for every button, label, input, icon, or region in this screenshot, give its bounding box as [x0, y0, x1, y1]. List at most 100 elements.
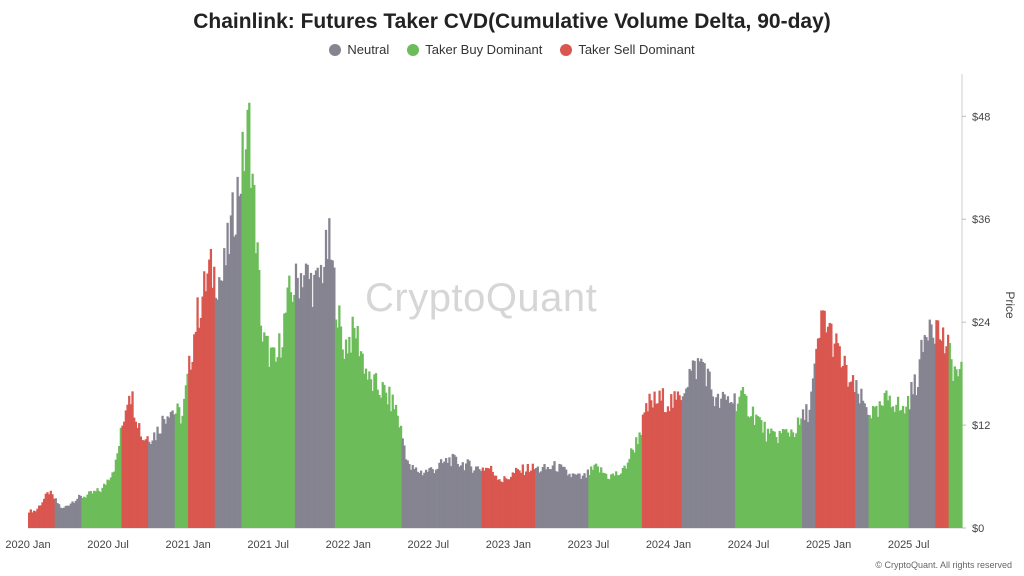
- price-bar-buy: [364, 368, 368, 528]
- price-bar-buy: [786, 432, 790, 528]
- price-bar-neutral: [566, 475, 569, 528]
- price-bar-neutral: [444, 458, 448, 528]
- legend-label-neutral: Neutral: [347, 42, 390, 57]
- price-bar-sell: [204, 291, 208, 528]
- price-bar-sell: [503, 476, 506, 528]
- price-bar-neutral: [418, 472, 421, 528]
- x-tick-label: 2025 Jul: [888, 539, 930, 551]
- legend-item-taker-sell[interactable]: Taker Sell Dominant: [560, 42, 695, 57]
- price-bar-neutral: [411, 464, 414, 528]
- price-bar-neutral: [693, 360, 696, 528]
- price-bar-sell: [146, 436, 149, 528]
- price-bar-neutral: [723, 394, 726, 528]
- price-bar-neutral: [231, 192, 234, 528]
- price-bar-buy: [631, 449, 635, 528]
- price-bar-buy: [341, 349, 344, 528]
- price-bar-sell: [656, 403, 660, 528]
- price-bar-neutral: [308, 279, 311, 528]
- price-bar-sell: [671, 407, 675, 528]
- price-bar-neutral: [583, 473, 586, 528]
- price-bar-buy: [871, 405, 875, 528]
- price-bar-sell: [660, 400, 663, 528]
- price-bar-buy: [286, 287, 289, 528]
- price-bar-buy: [253, 184, 256, 528]
- price-bar-buy: [776, 443, 780, 528]
- price-bar-sell: [29, 509, 32, 528]
- price-bar-neutral: [718, 407, 721, 528]
- price-bar-buy: [254, 253, 258, 528]
- price-bar-neutral: [423, 472, 426, 528]
- price-bar-neutral: [911, 394, 915, 528]
- price-bar-neutral: [236, 176, 239, 528]
- price-bar-buy: [610, 474, 613, 528]
- price-bar-buy: [906, 395, 910, 528]
- price-bar-neutral: [683, 393, 686, 528]
- price-bar-neutral: [54, 498, 57, 528]
- price-bar-neutral: [801, 409, 805, 528]
- price-bar-neutral: [686, 386, 690, 528]
- price-bar-sell: [139, 436, 143, 528]
- price-bar-neutral: [306, 264, 309, 528]
- price-bar-buy: [591, 469, 595, 528]
- price-bar-buy: [283, 313, 286, 528]
- price-bar-buy: [868, 415, 871, 528]
- price-bar-neutral: [681, 396, 685, 528]
- price-bar-sell: [191, 361, 194, 528]
- legend-item-taker-buy[interactable]: Taker Buy Dominant: [407, 42, 542, 57]
- price-bar-neutral: [233, 236, 236, 529]
- y-tick-label: $0: [972, 523, 984, 535]
- price-bar-sell: [121, 425, 124, 528]
- price-bar-sell: [846, 386, 850, 528]
- price-bar-neutral: [223, 248, 226, 528]
- price-bar-neutral: [324, 229, 328, 528]
- legend-dot-neutral: [329, 43, 342, 56]
- price-bar-sell: [651, 407, 655, 528]
- price-bar-neutral: [930, 324, 933, 528]
- price-bar-buy: [276, 357, 279, 528]
- price-bar-neutral: [555, 471, 558, 528]
- price-bar-neutral: [570, 477, 573, 528]
- price-bar-buy: [271, 347, 274, 528]
- price-bar-buy: [281, 347, 284, 528]
- price-bar-sell: [128, 395, 131, 528]
- price-bar-neutral: [438, 462, 441, 528]
- price-bar-buy: [356, 325, 359, 528]
- price-bar-neutral: [920, 339, 923, 528]
- price-bar-buy: [179, 423, 183, 528]
- price-bar-buy: [885, 390, 888, 528]
- price-bar-neutral: [443, 461, 446, 528]
- x-tick-label: 2023 Jan: [486, 539, 531, 551]
- price-bar-buy: [363, 373, 366, 528]
- price-bar-sell: [516, 469, 519, 528]
- price-bar-buy: [389, 411, 393, 528]
- y-tick-label: $48: [972, 111, 990, 123]
- price-bar-buy: [288, 275, 291, 528]
- chart-title: Chainlink: Futures Taker CVD(Cumulative …: [193, 10, 831, 33]
- price-bar-buy: [743, 393, 746, 528]
- price-bar-sell: [523, 475, 526, 528]
- price-bar-buy: [84, 497, 87, 528]
- price-bar-neutral: [439, 459, 443, 528]
- price-bar-sell: [33, 510, 36, 528]
- price-bar-buy: [951, 380, 955, 528]
- price-bar-neutral: [573, 473, 576, 528]
- price-bar-sell: [845, 364, 848, 528]
- price-bar-buy: [114, 459, 117, 528]
- price-bar-neutral: [726, 396, 730, 528]
- price-bar-sell: [833, 343, 836, 528]
- price-bar-buy: [628, 458, 631, 528]
- price-bar-buy: [751, 406, 755, 528]
- price-bar-neutral: [560, 464, 563, 528]
- price-bar-neutral: [701, 361, 705, 528]
- price-bar-neutral: [333, 267, 336, 528]
- price-bar-buy: [249, 187, 253, 528]
- price-bar-sell: [491, 471, 494, 528]
- price-bar-sell: [666, 406, 670, 528]
- price-bar-neutral: [468, 460, 471, 528]
- price-bar-sell: [838, 346, 841, 528]
- price-bar-sell: [39, 505, 42, 528]
- price-bar-buy: [376, 389, 379, 528]
- price-bar-sell: [483, 470, 486, 528]
- price-bar-sell: [533, 469, 536, 528]
- legend-item-neutral[interactable]: Neutral: [329, 42, 389, 57]
